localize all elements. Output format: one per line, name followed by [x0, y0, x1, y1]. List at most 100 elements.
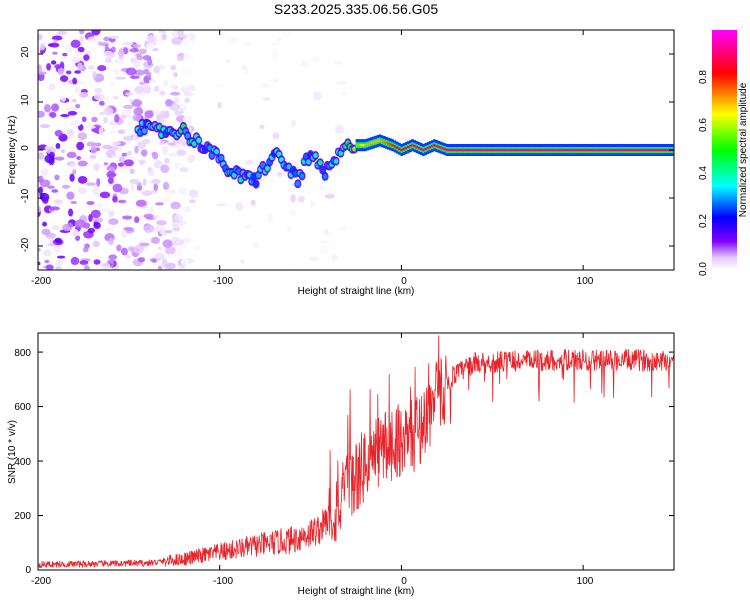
noise-blob	[177, 149, 187, 156]
noise-blob	[61, 184, 71, 189]
ridge-peak	[618, 148, 621, 152]
noise-blob	[139, 81, 146, 86]
y-tick-label: 20	[20, 46, 31, 58]
ridge-core	[185, 133, 191, 139]
noise-blob	[74, 219, 86, 229]
ridge-peak	[659, 148, 663, 152]
noise-blob	[47, 185, 55, 189]
noise-blob	[86, 200, 95, 206]
noise-blob	[132, 133, 138, 142]
noise-blob	[132, 114, 142, 122]
noise-blob	[100, 262, 111, 270]
noise-blob	[154, 253, 166, 261]
ridge-peak	[384, 141, 388, 144]
noise-blob	[267, 212, 273, 222]
ridge-peak	[474, 148, 477, 152]
noise-blob	[38, 205, 42, 213]
noise-blob	[117, 129, 126, 135]
noise-blob	[123, 159, 134, 167]
noise-blob	[93, 93, 105, 101]
noise-blob	[51, 224, 60, 231]
noise-blob	[108, 254, 118, 260]
noise-blob	[38, 152, 45, 160]
noise-blob	[157, 36, 163, 43]
noise-blob	[159, 110, 168, 120]
noise-blob	[134, 145, 139, 154]
ridge-peak	[563, 148, 567, 152]
ridge-core	[238, 177, 244, 183]
noise-blob	[131, 99, 143, 107]
noise-blob	[179, 103, 187, 110]
noise-blob	[174, 162, 181, 169]
ridge-peak	[374, 140, 378, 143]
noise-blob	[78, 91, 89, 98]
ridge-peak	[417, 146, 421, 150]
noise-blob	[69, 173, 75, 182]
ridge-core	[141, 128, 147, 134]
noise-blob	[128, 98, 135, 102]
noise-blob	[179, 167, 189, 173]
ridge-peak	[548, 148, 552, 152]
noise-blob	[338, 226, 347, 232]
ridge-peak	[581, 148, 584, 152]
ridge-peak	[487, 148, 490, 152]
ridge-peak	[435, 144, 438, 148]
noise-blob	[176, 248, 183, 257]
x-tick-label: 100	[577, 576, 594, 587]
noise-blob	[83, 54, 90, 61]
noise-blob	[109, 81, 116, 87]
noise-blob	[151, 178, 161, 185]
x-tick-label: -100	[213, 576, 233, 587]
ridge-peak	[666, 148, 670, 152]
noise-blob	[270, 50, 279, 59]
noise-blob	[250, 199, 256, 207]
y-tick-label: 0	[25, 565, 31, 576]
ridge-peak	[607, 148, 611, 152]
noise-blob	[174, 110, 185, 114]
ridge-peak	[520, 148, 523, 152]
noise-blob	[276, 171, 283, 177]
noise-blob	[78, 30, 85, 35]
ridge-peak	[646, 148, 650, 152]
noise-blob	[54, 174, 60, 181]
noise-blob	[165, 262, 176, 270]
ridge-peak	[655, 148, 659, 152]
ridge-peak	[507, 148, 510, 152]
y-tick-label: 200	[14, 511, 31, 522]
y-tick-label: -10	[20, 188, 31, 203]
noise-blob	[124, 254, 132, 259]
noise-blob	[165, 246, 176, 255]
noise-blob	[176, 222, 186, 227]
noise-blob	[132, 44, 142, 48]
noise-blob	[188, 199, 197, 204]
noise-blob	[188, 189, 199, 198]
noise-blob	[85, 125, 96, 129]
noise-blob	[273, 78, 279, 83]
noise-blob	[48, 151, 55, 159]
noise-blob	[176, 238, 182, 245]
noise-blob	[108, 237, 114, 246]
ridge-peak	[498, 148, 501, 152]
snr-x-axis-label: Height of straight line (km)	[298, 586, 415, 597]
ridge-peak	[526, 148, 530, 152]
ridge-peak	[590, 148, 593, 152]
ridge-peak	[594, 148, 597, 152]
noise-blob	[166, 189, 177, 194]
noise-blob	[143, 85, 152, 94]
noise-blob	[86, 50, 91, 55]
noise-blob	[186, 84, 196, 90]
ridge-peak	[570, 148, 573, 152]
noise-blob	[105, 57, 112, 64]
noise-blob	[52, 51, 58, 55]
noise-blob	[89, 153, 96, 162]
ridge-core	[255, 172, 261, 178]
ridge-core	[317, 160, 323, 166]
ridge-peak	[357, 144, 361, 147]
ridge-peak	[472, 148, 475, 152]
noise-blob	[74, 70, 81, 74]
noise-blob	[143, 213, 154, 219]
noise-blob	[44, 104, 51, 113]
ridge-peak	[454, 148, 458, 152]
noise-blob	[158, 30, 166, 34]
noise-blob	[162, 145, 168, 155]
